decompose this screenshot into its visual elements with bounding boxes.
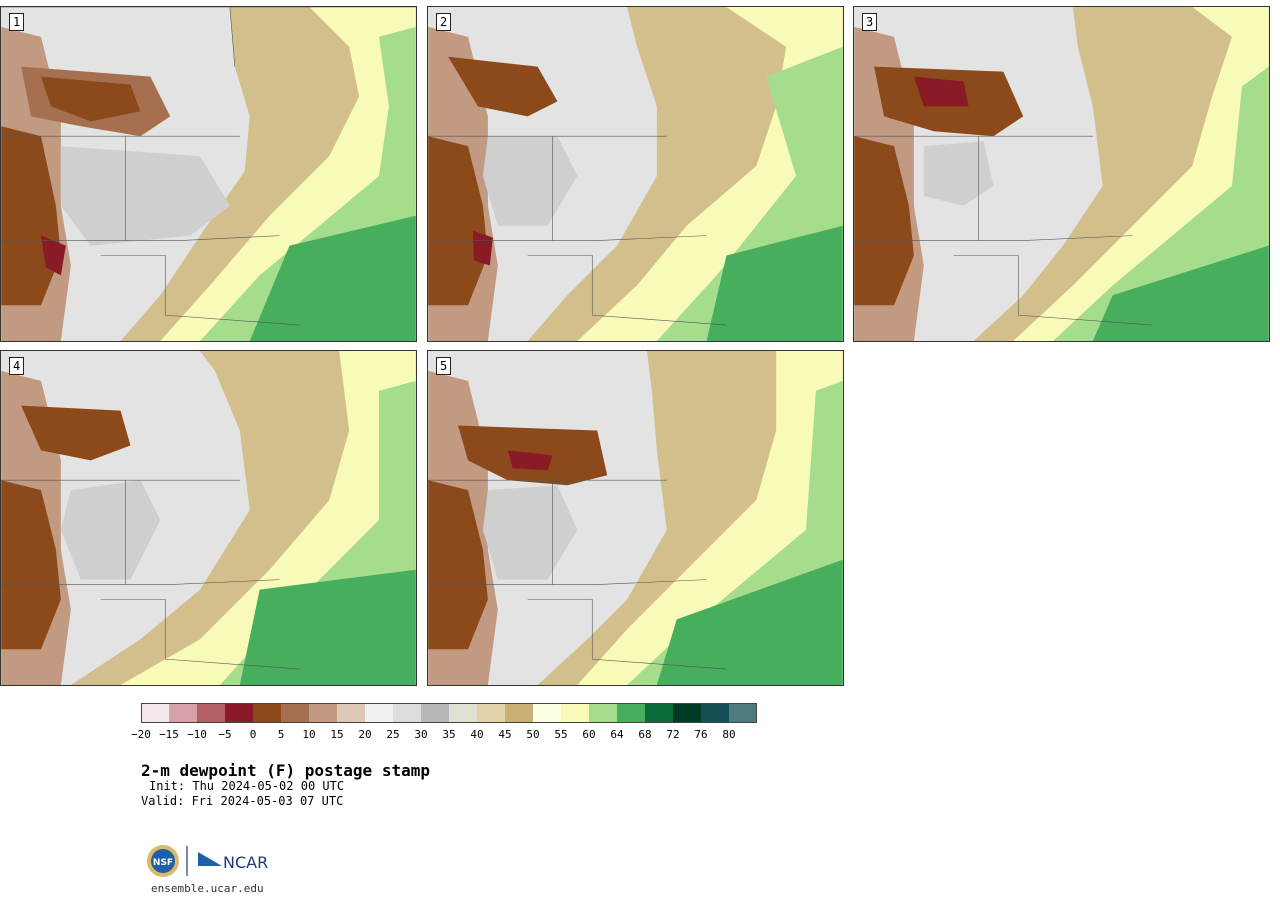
- colorbar-swatch: [393, 703, 421, 723]
- website-url: ensemble.ucar.edu: [151, 882, 264, 895]
- colorbar-swatch: [729, 703, 757, 723]
- panel-label: 1: [9, 13, 25, 31]
- svg-text:NCAR: NCAR: [223, 853, 268, 872]
- logo: NSF NCAR: [145, 842, 275, 880]
- colorbar-swatch: [281, 703, 309, 723]
- colorbar-tick-label: 15: [330, 728, 344, 741]
- colorbar-tick-label: 55: [554, 728, 568, 741]
- colorbar-tick-label: 40: [470, 728, 484, 741]
- colorbar-tick-label: −20: [131, 728, 151, 741]
- colorbar-swatch: [589, 703, 617, 723]
- colorbar-swatch: [673, 703, 701, 723]
- colorbar-swatch: [141, 703, 169, 723]
- map-panel-5: 5: [427, 350, 844, 686]
- colorbar-swatch: [421, 703, 449, 723]
- map-panel-2: 2: [427, 6, 844, 342]
- colorbar-tick-label: 25: [386, 728, 400, 741]
- colorbar-swatch: [701, 703, 729, 723]
- map-panel-3: 3: [853, 6, 1270, 342]
- colorbar-swatch: [337, 703, 365, 723]
- colorbar-swatch: [449, 703, 477, 723]
- dewpoint-map-5: [428, 351, 843, 685]
- colorbar-tick-label: 76: [694, 728, 708, 741]
- colorbar-swatch: [309, 703, 337, 723]
- colorbar-tick-label: 5: [277, 728, 285, 741]
- colorbar-tick-label: −10: [187, 728, 207, 741]
- colorbar-swatch: [365, 703, 393, 723]
- dewpoint-map-4: [1, 351, 416, 685]
- panel-label: 4: [9, 357, 25, 375]
- colorbar-swatch: [645, 703, 673, 723]
- colorbar-tick-label: 45: [498, 728, 512, 741]
- dewpoint-map-2: [428, 7, 843, 341]
- colorbar-swatch: [533, 703, 561, 723]
- colorbar-swatch: [561, 703, 589, 723]
- colorbar-tick-label: 0: [249, 728, 257, 741]
- colorbar-tick-label: −5: [218, 728, 232, 741]
- colorbar-swatch: [197, 703, 225, 723]
- colorbar-tick-label: −15: [159, 728, 179, 741]
- valid-time: Valid: Fri 2024-05-03 07 UTC: [141, 794, 344, 808]
- panel-label: 2: [436, 13, 452, 31]
- panel-label: 3: [862, 13, 878, 31]
- colorbar-swatch: [477, 703, 505, 723]
- colorbar-tick-label: 10: [302, 728, 316, 741]
- map-panel-4: 4: [0, 350, 417, 686]
- colorbar-swatch: [169, 703, 197, 723]
- colorbar-tick-label: 20: [358, 728, 372, 741]
- colorbar-tick-label: 60: [582, 728, 596, 741]
- colorbar-swatch: [617, 703, 645, 723]
- panel-label: 5: [436, 357, 452, 375]
- colorbar-tick-label: 50: [526, 728, 540, 741]
- map-panel-1: 1: [0, 6, 417, 342]
- plot-title: 2-m dewpoint (F) postage stamp: [141, 761, 430, 780]
- nsf-ncar-logo: NSF NCAR: [147, 845, 268, 877]
- svg-text:NSF: NSF: [153, 858, 173, 868]
- colorbar-tick-label: 35: [442, 728, 456, 741]
- colorbar-tick-label: 30: [414, 728, 428, 741]
- colorbar-tick-label: 68: [638, 728, 652, 741]
- colorbar-tick-label: 80: [722, 728, 736, 741]
- init-time: Init: Thu 2024-05-02 00 UTC: [149, 779, 345, 793]
- colorbar-swatch: [253, 703, 281, 723]
- colorbar-swatch: [225, 703, 253, 723]
- dewpoint-map-1: [1, 7, 416, 341]
- colorbar-tick-label: 64: [610, 728, 624, 741]
- colorbar-swatch: [505, 703, 533, 723]
- colorbar-tick-label: 72: [666, 728, 680, 741]
- dewpoint-map-3: [854, 7, 1269, 341]
